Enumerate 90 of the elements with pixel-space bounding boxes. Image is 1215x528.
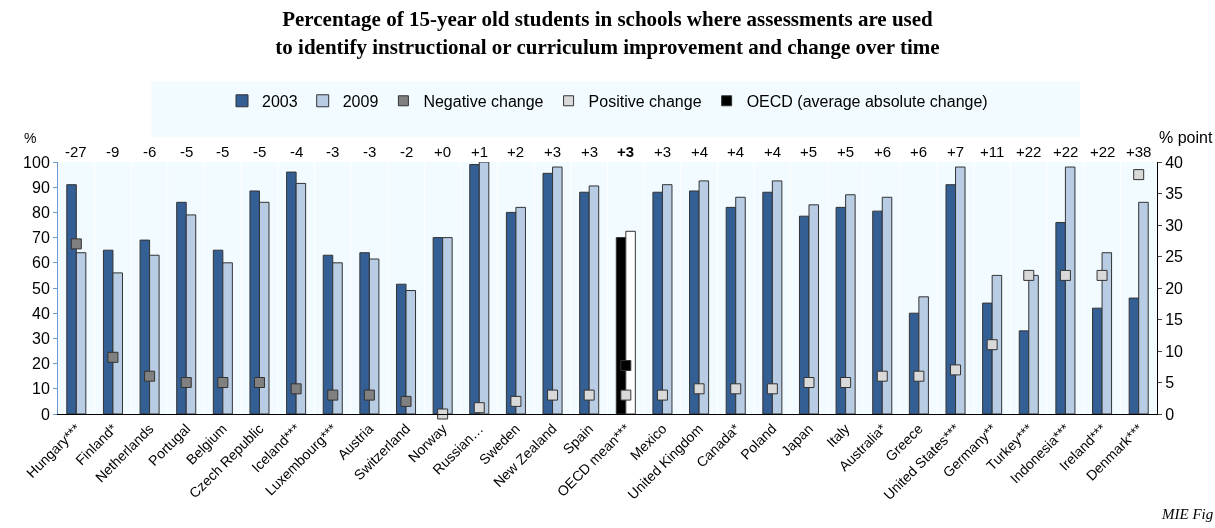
text: +2 (507, 143, 525, 160)
y-tick-label: 30 (32, 330, 50, 347)
y2-tick-label: 0 (1165, 405, 1175, 423)
text: +5 (800, 143, 818, 160)
point (1059, 269, 1071, 281)
y2-tick-label: 40 (1165, 153, 1184, 171)
text: +22 (1053, 143, 1079, 160)
point (766, 383, 778, 395)
text: +4 (764, 143, 782, 160)
point (876, 370, 888, 382)
point (583, 389, 595, 401)
point (253, 377, 265, 388)
point (547, 389, 559, 401)
y2-tick-label: 10 (1165, 342, 1184, 360)
legend-label: 2003 (262, 93, 298, 111)
text: +3 (617, 143, 635, 160)
y-tick-label: 90 (32, 178, 50, 196)
point (693, 383, 705, 395)
text: +3 (581, 143, 599, 160)
point (1023, 269, 1035, 281)
y2-tick-label: 25 (1165, 248, 1184, 266)
text: +6 (910, 143, 928, 160)
legend-label: Negative change (423, 93, 544, 111)
text: -27 (65, 143, 87, 160)
text: +5 (837, 143, 855, 160)
y-axis-title: % (24, 130, 37, 146)
point (363, 389, 375, 401)
text: -2 (400, 143, 414, 160)
chart-title: Percentage of 15-year old students in schools where assessments are used to identify instructional or curriculum improvement and change over time (275, 7, 940, 59)
text: +6 (874, 143, 892, 160)
y-tick-label: 40 (32, 304, 50, 322)
point (400, 395, 412, 407)
point (803, 377, 815, 388)
point (290, 383, 302, 395)
point (620, 389, 632, 401)
text: -3 (363, 143, 377, 160)
text: +22 (1090, 143, 1116, 160)
point (327, 389, 339, 401)
text: +1 (471, 143, 489, 160)
text: -3 (326, 143, 340, 160)
text: +7 (947, 143, 965, 160)
y2-tick-label: 15 (1165, 311, 1184, 329)
text: -5 (216, 143, 230, 160)
point (620, 359, 632, 371)
text: +22 (1016, 143, 1042, 160)
text: -6 (143, 143, 157, 160)
point (473, 402, 485, 414)
point (840, 377, 852, 388)
point (437, 408, 449, 420)
y-tick-label: 50 (32, 279, 50, 297)
legend-label: 2009 (342, 93, 379, 111)
point (950, 364, 962, 376)
text: +3 (654, 143, 672, 160)
point (70, 238, 82, 250)
point (180, 377, 192, 388)
y2-axis-title: % point (1159, 129, 1213, 146)
text: MIE Fig (1161, 506, 1214, 522)
y-tick-label: 10 (32, 380, 50, 398)
text: +38 (1126, 143, 1152, 160)
point (217, 377, 229, 388)
text: +4 (727, 143, 745, 160)
point (913, 370, 925, 382)
point (144, 370, 156, 382)
y2-tick-label: 20 (1165, 279, 1184, 297)
point (730, 383, 742, 395)
legend-label: Positive change (588, 93, 702, 111)
point (107, 351, 119, 363)
point (1133, 169, 1145, 181)
y-tick-label: 70 (32, 229, 50, 247)
text: +4 (691, 143, 709, 160)
y-tick-label: 60 (32, 254, 50, 272)
text: +3 (544, 143, 562, 160)
text: +11 (980, 143, 1005, 160)
y-tick-label: 80 (32, 204, 50, 221)
text: -5 (180, 143, 194, 160)
text: -9 (106, 143, 120, 160)
point (656, 389, 668, 401)
y2-tick-label: 5 (1165, 374, 1175, 392)
y-tick-label: 0 (40, 405, 50, 423)
text: +0 (434, 143, 452, 160)
text: -5 (253, 143, 267, 160)
text: -4 (290, 143, 304, 160)
y-tick-label: 100 (23, 153, 50, 171)
y2-tick-label: 35 (1165, 185, 1184, 203)
point (986, 339, 998, 351)
y-tick-label: 20 (32, 355, 50, 373)
y2-tick-label: 30 (1165, 216, 1184, 234)
legend-label: OECD (average absolute change) (746, 93, 988, 111)
point (1096, 269, 1108, 281)
point (510, 395, 522, 407)
